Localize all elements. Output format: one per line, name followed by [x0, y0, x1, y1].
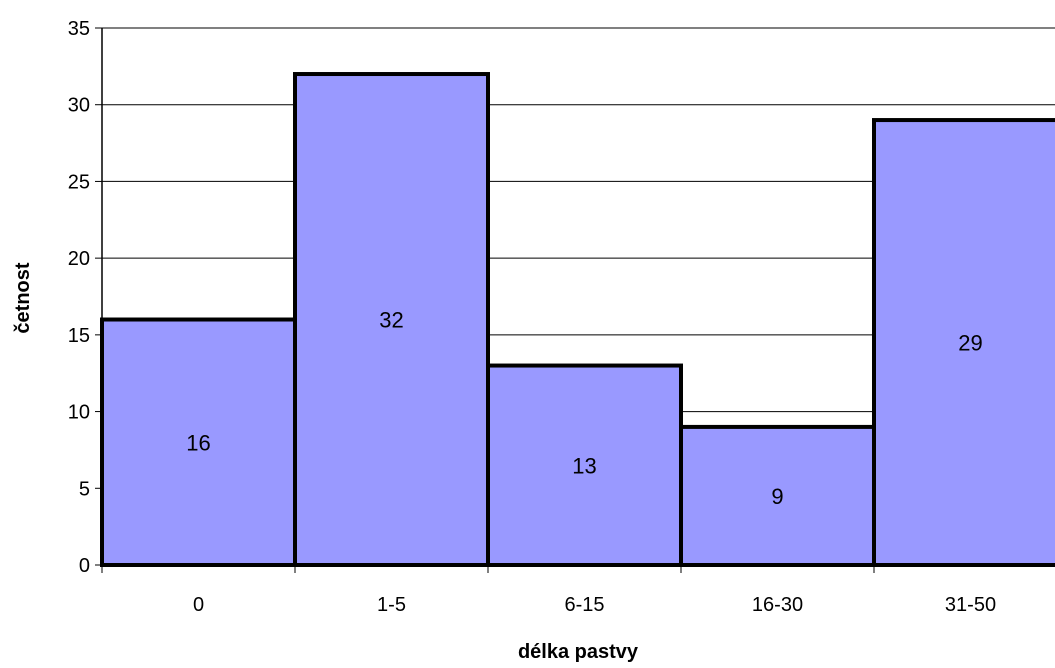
x-tick-label: 1-5: [377, 594, 406, 616]
data-label: 32: [379, 308, 403, 333]
x-tick-labels: 0 1-5 6-15 16-30 31-50: [193, 594, 996, 616]
y-tick-label: 30: [68, 95, 90, 117]
x-axis-title: délka pastvy: [518, 641, 639, 663]
x-tick-label: 6-15: [564, 594, 604, 616]
data-label: 29: [958, 331, 982, 356]
y-tick-label: 20: [68, 248, 90, 270]
data-label: 13: [572, 453, 596, 478]
y-tick-label: 15: [68, 325, 90, 347]
bars: [100, 72, 1055, 568]
data-label: 9: [771, 484, 783, 509]
y-tick-label: 0: [79, 555, 90, 577]
y-tick-labels: 0 5 10 15 20 25 30 35: [68, 18, 90, 577]
y-tick-label: 25: [68, 171, 90, 193]
bar-6-15: [486, 363, 683, 567]
y-tick-label: 5: [79, 478, 90, 500]
x-tick-label: 16-30: [752, 594, 803, 616]
data-label: 16: [186, 430, 210, 455]
x-tick-label: 31-50: [945, 594, 996, 616]
bar-1-5: [293, 72, 490, 568]
y-tick-label: 10: [68, 402, 90, 424]
bar-31-50: [872, 118, 1055, 568]
data-labels: 16 32 13 9 29: [186, 308, 982, 509]
x-tick-label: 0: [193, 594, 204, 616]
y-axis-title: četnost: [12, 262, 34, 333]
axes: [95, 27, 1055, 573]
y-tick-label: 35: [68, 18, 90, 40]
